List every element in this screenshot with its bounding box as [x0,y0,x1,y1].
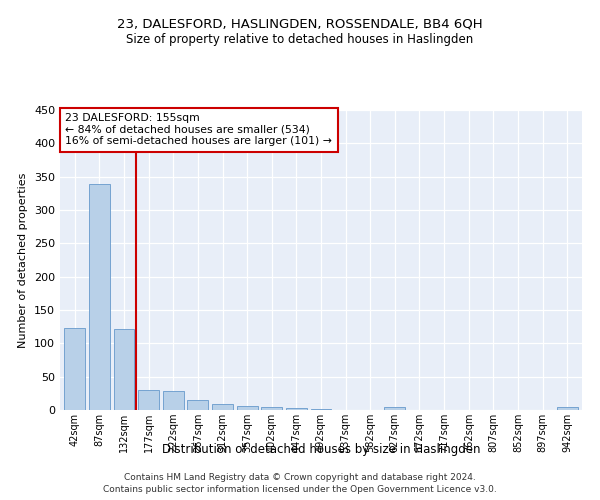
Text: Distribution of detached houses by size in Haslingden: Distribution of detached houses by size … [162,442,480,456]
Bar [261,408,282,410]
Bar [187,400,208,410]
Bar [286,408,307,410]
Text: 23 DALESFORD: 155sqm
← 84% of detached houses are smaller (534)
16% of semi-deta: 23 DALESFORD: 155sqm ← 84% of detached h… [65,113,332,146]
Bar [212,404,233,410]
Text: Size of property relative to detached houses in Haslingden: Size of property relative to detached ho… [127,32,473,46]
Bar [236,406,257,410]
Bar [557,408,578,410]
Text: Contains public sector information licensed under the Open Government Licence v3: Contains public sector information licen… [103,485,497,494]
Bar [64,328,85,410]
Bar [113,328,134,410]
Bar [89,184,110,410]
Bar [138,390,159,410]
Text: Contains HM Land Registry data © Crown copyright and database right 2024.: Contains HM Land Registry data © Crown c… [124,472,476,482]
Bar [385,406,406,410]
Bar [163,390,184,410]
Text: 23, DALESFORD, HASLINGDEN, ROSSENDALE, BB4 6QH: 23, DALESFORD, HASLINGDEN, ROSSENDALE, B… [117,18,483,30]
Y-axis label: Number of detached properties: Number of detached properties [19,172,28,348]
